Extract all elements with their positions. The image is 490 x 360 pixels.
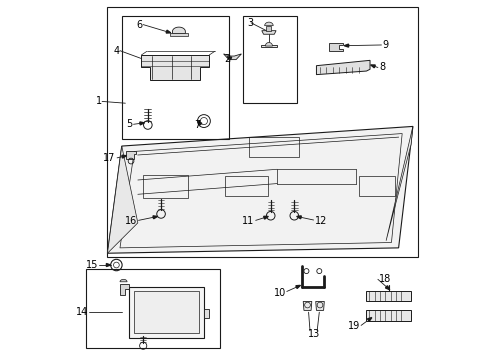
Polygon shape <box>261 45 277 48</box>
Polygon shape <box>120 284 129 295</box>
Polygon shape <box>166 30 171 33</box>
Text: 18: 18 <box>379 274 391 284</box>
Bar <box>86 269 220 348</box>
Text: 9: 9 <box>383 40 389 50</box>
Polygon shape <box>122 155 126 158</box>
Text: 11: 11 <box>243 216 255 226</box>
Text: 17: 17 <box>103 153 116 163</box>
Bar <box>143 175 188 198</box>
Polygon shape <box>120 279 127 282</box>
Polygon shape <box>223 54 242 60</box>
Polygon shape <box>371 65 375 68</box>
Polygon shape <box>265 22 273 26</box>
Polygon shape <box>170 33 188 36</box>
Bar <box>129 287 204 338</box>
Text: 5: 5 <box>126 119 133 129</box>
Polygon shape <box>153 216 157 219</box>
Polygon shape <box>367 291 411 301</box>
Polygon shape <box>267 26 271 31</box>
Polygon shape <box>344 44 348 47</box>
Polygon shape <box>303 301 312 310</box>
Polygon shape <box>204 309 209 318</box>
Text: 15: 15 <box>86 260 98 270</box>
Text: 12: 12 <box>315 216 327 226</box>
Polygon shape <box>317 60 370 75</box>
Polygon shape <box>266 42 272 46</box>
Bar <box>107 7 418 257</box>
Bar <box>225 176 268 196</box>
Polygon shape <box>316 301 324 310</box>
Text: 16: 16 <box>125 216 137 226</box>
Text: 2: 2 <box>224 54 231 64</box>
Polygon shape <box>198 121 202 125</box>
Polygon shape <box>142 55 209 80</box>
Text: 10: 10 <box>273 288 286 297</box>
Polygon shape <box>297 216 301 219</box>
Polygon shape <box>126 152 136 158</box>
Circle shape <box>317 269 322 274</box>
Polygon shape <box>140 122 144 125</box>
Bar <box>243 16 297 103</box>
Text: 19: 19 <box>348 321 360 332</box>
Text: 4: 4 <box>113 46 119 56</box>
Text: 6: 6 <box>136 19 143 30</box>
Text: 8: 8 <box>379 63 385 72</box>
Bar <box>359 176 395 196</box>
Polygon shape <box>264 216 268 219</box>
Polygon shape <box>386 286 390 290</box>
Polygon shape <box>296 285 300 288</box>
Bar <box>134 292 198 333</box>
Bar <box>248 137 298 157</box>
Polygon shape <box>172 27 185 33</box>
Circle shape <box>304 269 309 274</box>
Polygon shape <box>227 57 232 60</box>
Polygon shape <box>262 31 276 34</box>
Text: 3: 3 <box>247 18 254 28</box>
Text: 7: 7 <box>194 120 200 130</box>
Polygon shape <box>367 310 411 321</box>
Polygon shape <box>386 126 413 241</box>
Text: 1: 1 <box>96 96 102 107</box>
Polygon shape <box>329 43 343 51</box>
Text: 14: 14 <box>75 307 88 317</box>
Polygon shape <box>107 146 138 253</box>
Polygon shape <box>368 318 372 321</box>
Bar <box>122 16 229 139</box>
Polygon shape <box>107 126 413 253</box>
Polygon shape <box>106 264 111 266</box>
Text: 13: 13 <box>307 329 319 339</box>
